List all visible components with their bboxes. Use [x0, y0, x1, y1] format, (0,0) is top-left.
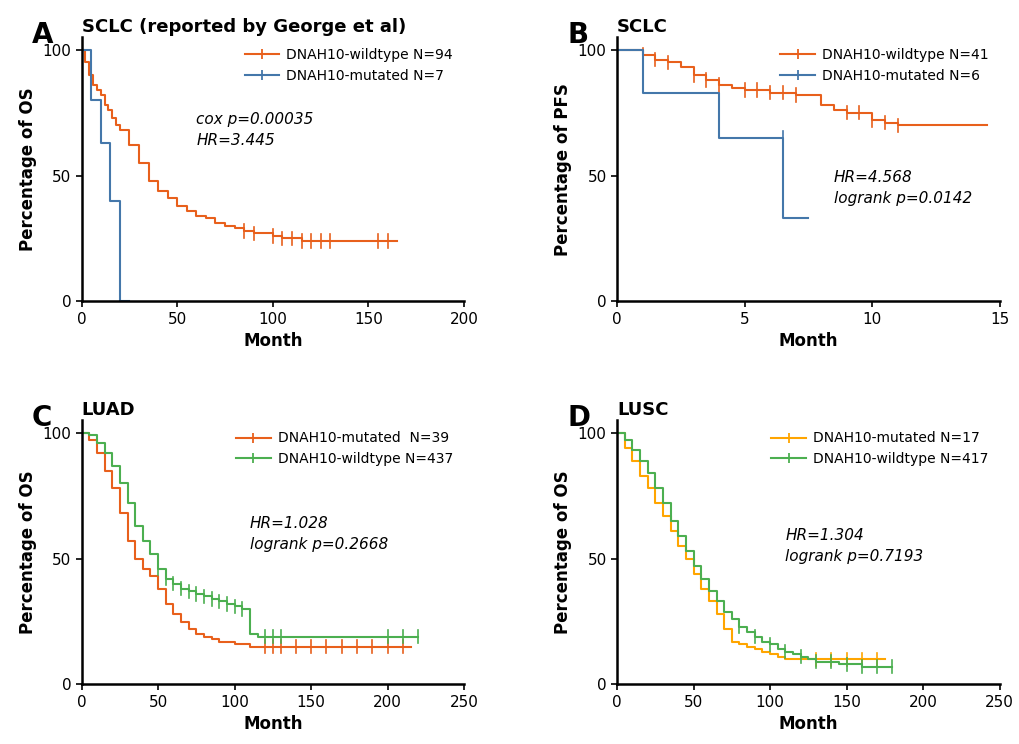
X-axis label: Month: Month: [777, 333, 838, 350]
Text: SCLC: SCLC: [616, 18, 667, 36]
Legend: DNAH10-wildtype N=41, DNAH10-mutated N=6: DNAH10-wildtype N=41, DNAH10-mutated N=6: [775, 44, 991, 88]
Text: B: B: [567, 22, 588, 49]
Text: D: D: [567, 405, 590, 432]
Y-axis label: Percentage of OS: Percentage of OS: [18, 470, 37, 634]
Text: A: A: [32, 22, 53, 49]
Y-axis label: Percentage of OS: Percentage of OS: [18, 88, 37, 251]
Y-axis label: Percentage of OS: Percentage of OS: [553, 470, 572, 634]
Legend: DNAH10-wildtype N=94, DNAH10-mutated N=7: DNAH10-wildtype N=94, DNAH10-mutated N=7: [240, 44, 457, 88]
X-axis label: Month: Month: [243, 333, 303, 350]
Y-axis label: Percentage of PFS: Percentage of PFS: [553, 83, 572, 256]
Text: SCLC (reported by George et al): SCLC (reported by George et al): [82, 18, 406, 36]
X-axis label: Month: Month: [243, 716, 303, 734]
Text: HR=1.028
logrank p=0.2668: HR=1.028 logrank p=0.2668: [250, 516, 388, 551]
X-axis label: Month: Month: [777, 716, 838, 734]
Text: HR=1.304
logrank p=0.7193: HR=1.304 logrank p=0.7193: [785, 528, 923, 564]
Text: cox p=0.00035
HR=3.445: cox p=0.00035 HR=3.445: [197, 112, 314, 148]
Legend: DNAH10-mutated  N=39, DNAH10-wildtype N=437: DNAH10-mutated N=39, DNAH10-wildtype N=4…: [231, 427, 457, 470]
Legend: DNAH10-mutated N=17, DNAH10-wildtype N=417: DNAH10-mutated N=17, DNAH10-wildtype N=4…: [766, 427, 991, 470]
Text: LUAD: LUAD: [82, 401, 136, 419]
Text: HR=4.568
logrank p=0.0142: HR=4.568 logrank p=0.0142: [834, 170, 971, 206]
Text: LUSC: LUSC: [616, 401, 667, 419]
Text: C: C: [32, 405, 52, 432]
